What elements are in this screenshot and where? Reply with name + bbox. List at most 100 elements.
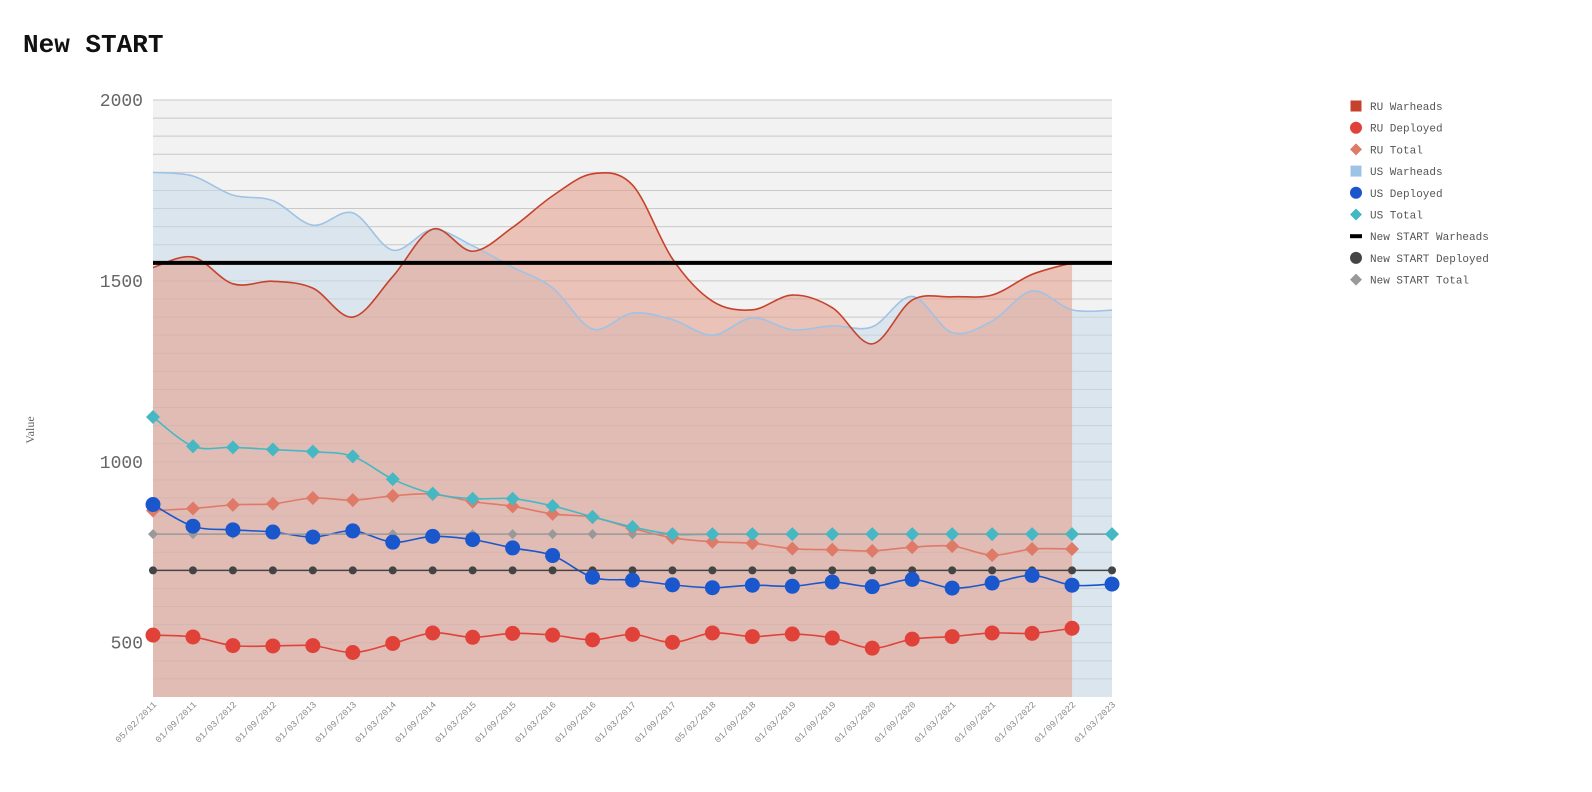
new-start-deployed-point xyxy=(828,566,837,575)
legend-swatch-circle xyxy=(1350,251,1362,264)
legend-swatch-circle xyxy=(1350,186,1362,199)
us-total-point xyxy=(1065,527,1080,542)
us-total-point xyxy=(705,527,720,542)
ru-total-point xyxy=(705,534,720,549)
marker-layer xyxy=(145,409,1120,660)
legend-swatch-line xyxy=(1350,234,1362,239)
chart-title: New START xyxy=(23,30,164,60)
us-deployed-point xyxy=(1064,577,1080,593)
us-total-point xyxy=(865,527,880,542)
us-deployed-point xyxy=(1024,567,1040,583)
us-total-point xyxy=(185,439,200,454)
us-deployed-point xyxy=(465,532,481,548)
x-tick-label: 01/09/2019 xyxy=(793,700,838,745)
us-total-point xyxy=(385,472,400,487)
y-tick-label: 1500 xyxy=(100,273,143,293)
ru-deployed-point xyxy=(625,626,640,642)
x-tick-label: 01/09/2012 xyxy=(234,700,279,745)
x-tick-label: 01/09/2015 xyxy=(473,700,518,745)
x-tick-label: 01/03/2016 xyxy=(513,700,558,745)
ru-deployed-point xyxy=(824,630,840,646)
y-tick-label: 1000 xyxy=(100,454,143,474)
us-deployed-point xyxy=(505,540,521,556)
ru-deployed-point xyxy=(545,627,561,643)
new-start-deployed-point xyxy=(228,566,237,575)
x-tick-label: 05/02/2011 xyxy=(114,700,159,745)
us-deployed-point xyxy=(385,534,401,550)
x-tick-label: 05/02/2018 xyxy=(673,700,718,745)
ru-warheads-area xyxy=(153,172,1073,697)
new-start-deployed-point xyxy=(948,566,957,575)
ru-total-point xyxy=(745,536,760,551)
us-deployed-point xyxy=(824,574,840,590)
us-deployed-point xyxy=(345,523,361,539)
us-deployed-point xyxy=(425,528,441,544)
new-start-deployed-point xyxy=(1068,566,1077,575)
ru-total-point xyxy=(505,499,520,514)
ru-deployed-point xyxy=(1064,620,1080,636)
us-total-point xyxy=(545,498,560,513)
ru-deployed-point xyxy=(265,638,281,654)
us-total-point xyxy=(305,444,320,459)
legend-label: New START Deployed xyxy=(1370,254,1489,266)
us-total-point xyxy=(146,409,160,424)
us-total-point xyxy=(945,527,960,542)
ru-total-point xyxy=(265,496,280,511)
ru-total-point xyxy=(945,539,960,554)
us-total-point xyxy=(425,486,440,501)
legend-label: US Deployed xyxy=(1370,189,1443,201)
legend-item-us-warheads: US Warheads xyxy=(1350,165,1443,179)
ru-total-point xyxy=(545,506,560,521)
ru-total-point xyxy=(1025,542,1040,557)
legend-swatch-diamond xyxy=(1350,143,1362,156)
us-deployed-point xyxy=(545,548,561,564)
us-warheads-line xyxy=(152,171,1113,336)
us-total-point xyxy=(745,527,760,542)
legend-item-ru-total: RU Total xyxy=(1350,143,1423,157)
ru-deployed-point xyxy=(145,627,161,643)
us-deployed-point xyxy=(704,580,720,596)
us-total-point xyxy=(225,440,240,455)
us-deployed-point xyxy=(944,580,960,596)
x-tick-label: 01/09/2022 xyxy=(1033,700,1078,745)
x-tick-label: 01/09/2016 xyxy=(553,700,598,745)
x-tick-label: 01/03/2014 xyxy=(354,700,399,745)
new-start-deployed-point xyxy=(708,566,717,575)
new-start-deployed-point xyxy=(348,566,357,575)
us-total-point xyxy=(985,527,1000,542)
us-total-point xyxy=(585,509,600,524)
new-start-deployed-point xyxy=(508,566,517,575)
ru-total-point xyxy=(305,491,320,505)
x-tick-label: 01/03/2012 xyxy=(194,700,239,745)
us-deployed-point xyxy=(784,578,800,594)
ru-total-point xyxy=(825,542,840,557)
x-tick-label: 01/09/2014 xyxy=(394,700,439,745)
us-total-point xyxy=(825,527,840,542)
x-tick-label: 01/03/2019 xyxy=(753,700,798,745)
ru-deployed-point xyxy=(225,638,241,654)
ru-deployed-point xyxy=(465,629,481,645)
x-tick-label: 01/03/2023 xyxy=(1073,700,1118,745)
ru-deployed-point xyxy=(1024,625,1040,641)
ru-deployed-point xyxy=(944,629,960,645)
us-deployed-point xyxy=(265,524,281,540)
us-deployed-point xyxy=(625,572,640,588)
us-total-point xyxy=(665,527,680,542)
us-deployed-point xyxy=(984,575,1000,591)
us-deployed-point xyxy=(185,518,201,534)
new-start-deployed-point xyxy=(388,566,397,575)
ru-deployed-point xyxy=(664,634,680,650)
us-total-point xyxy=(345,449,360,464)
us-deployed-point xyxy=(744,577,760,593)
x-tick-label: 01/09/2011 xyxy=(154,700,199,745)
new-start-deployed-point xyxy=(268,566,277,575)
x-tick-label: 01/03/2021 xyxy=(913,700,958,745)
us-total-point xyxy=(785,527,800,542)
us-total-point xyxy=(1025,527,1040,542)
us-total-point xyxy=(1105,527,1119,542)
new-start-deployed-point xyxy=(548,566,557,575)
ru-total-point xyxy=(1065,542,1080,557)
ru-total-point xyxy=(905,540,920,555)
ru-total-point xyxy=(785,541,800,556)
legend-item-us-total: US Total xyxy=(1350,208,1423,223)
